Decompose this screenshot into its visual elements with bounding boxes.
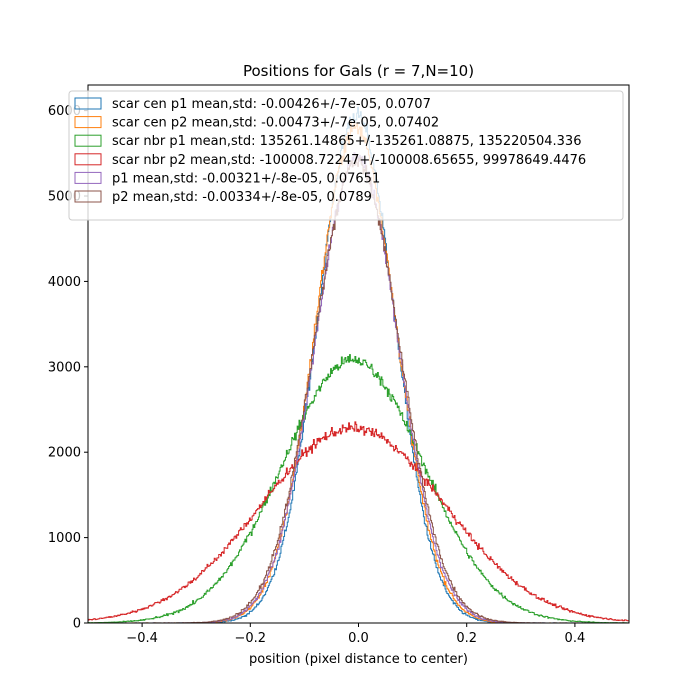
series-6-step [88,155,630,624]
legend-swatch [74,190,102,203]
series-4-step [87,421,630,623]
y-tick-label: 1000 [48,531,81,546]
legend-swatch [74,134,102,147]
chart-title: Positions for Gals (r = 7,N=10) [243,62,474,80]
y-tick-label: 4000 [48,275,81,290]
legend-label: scar nbr p1 mean,std: 135261.14865+/-135… [112,134,581,149]
legend: scar cen p1 mean,std: -0.00426+/-7e-05, … [68,90,624,221]
legend-swatch [74,116,102,129]
legend-label: p2 mean,std: -0.00334+/-8e-05, 0.0789 [112,190,372,205]
x-tick-label: 0.0 [348,631,369,646]
x-tick-label: −0.4 [126,631,158,646]
legend-label: scar nbr p2 mean,std: -100008.72247+/-10… [112,153,586,168]
legend-swatch [74,97,102,110]
series-5-step [87,152,630,624]
legend-box [68,90,624,221]
x-axis-label: position (pixel distance to center) [249,652,468,667]
x-axis-ticks: −0.4 −0.2 0.0 0.2 0.4 [126,623,585,646]
x-tick-label: 0.2 [456,631,477,646]
legend-label: scar cen p1 mean,std: -0.00426+/-7e-05, … [112,97,431,112]
legend-swatch [74,171,102,184]
series-3-step [87,354,630,624]
y-tick-label: 3000 [48,360,81,375]
y-tick-label: 0 [73,617,81,632]
x-tick-label: −0.2 [235,631,267,646]
x-tick-label: 0.4 [565,631,586,646]
legend-label: p1 mean,std: -0.00321+/-8e-05, 0.07651 [112,171,380,186]
legend-swatch [74,153,102,166]
legend-label: scar cen p2 mean,std: -0.00473+/-7e-05, … [112,116,439,131]
y-tick-label: 2000 [48,446,81,461]
